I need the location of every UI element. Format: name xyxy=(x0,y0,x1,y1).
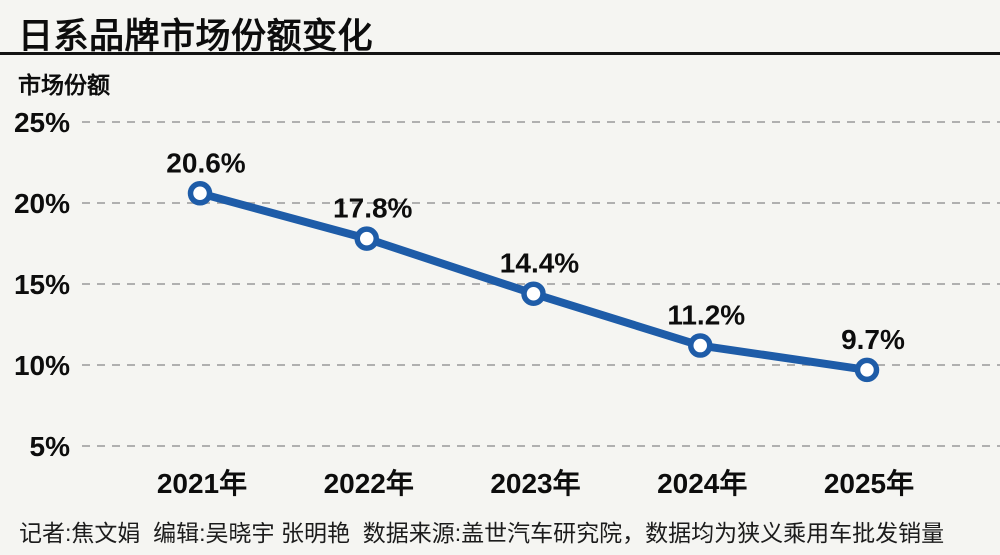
y-tick-label: 15% xyxy=(14,269,70,300)
data-point xyxy=(688,333,713,358)
y-tick-label: 5% xyxy=(30,431,71,462)
data-point-label: 9.7% xyxy=(841,324,905,355)
x-tick-label: 2022年 xyxy=(324,467,414,499)
page-title: 日系品牌市场份额变化 xyxy=(18,17,374,56)
y-tick-label: 10% xyxy=(14,350,70,381)
footer-credits: 记者:焦文娟 编辑:吴晓宇 张明艳 数据来源:盖世汽车研究院，数据均为狭义乘用车… xyxy=(19,520,945,546)
data-point xyxy=(187,181,213,206)
y-tick-label: 20% xyxy=(14,188,70,219)
y-axis-title: 市场份额 xyxy=(18,72,110,98)
x-tick-label: 2021年 xyxy=(157,467,247,499)
data-point-label: 17.8% xyxy=(333,193,412,224)
data-point xyxy=(521,281,546,306)
x-tick-label: 2024年 xyxy=(657,467,747,499)
title-divider xyxy=(0,52,1000,55)
data-point-label: 20.6% xyxy=(166,147,245,178)
x-tick-label: 2025年 xyxy=(824,467,914,499)
y-tick-label: 25% xyxy=(14,107,70,138)
data-point-label: 14.4% xyxy=(500,248,579,279)
data-point xyxy=(854,357,880,383)
data-point-label: 11.2% xyxy=(667,300,745,331)
data-point xyxy=(354,226,379,251)
x-tick-label: 2023年 xyxy=(490,467,580,499)
